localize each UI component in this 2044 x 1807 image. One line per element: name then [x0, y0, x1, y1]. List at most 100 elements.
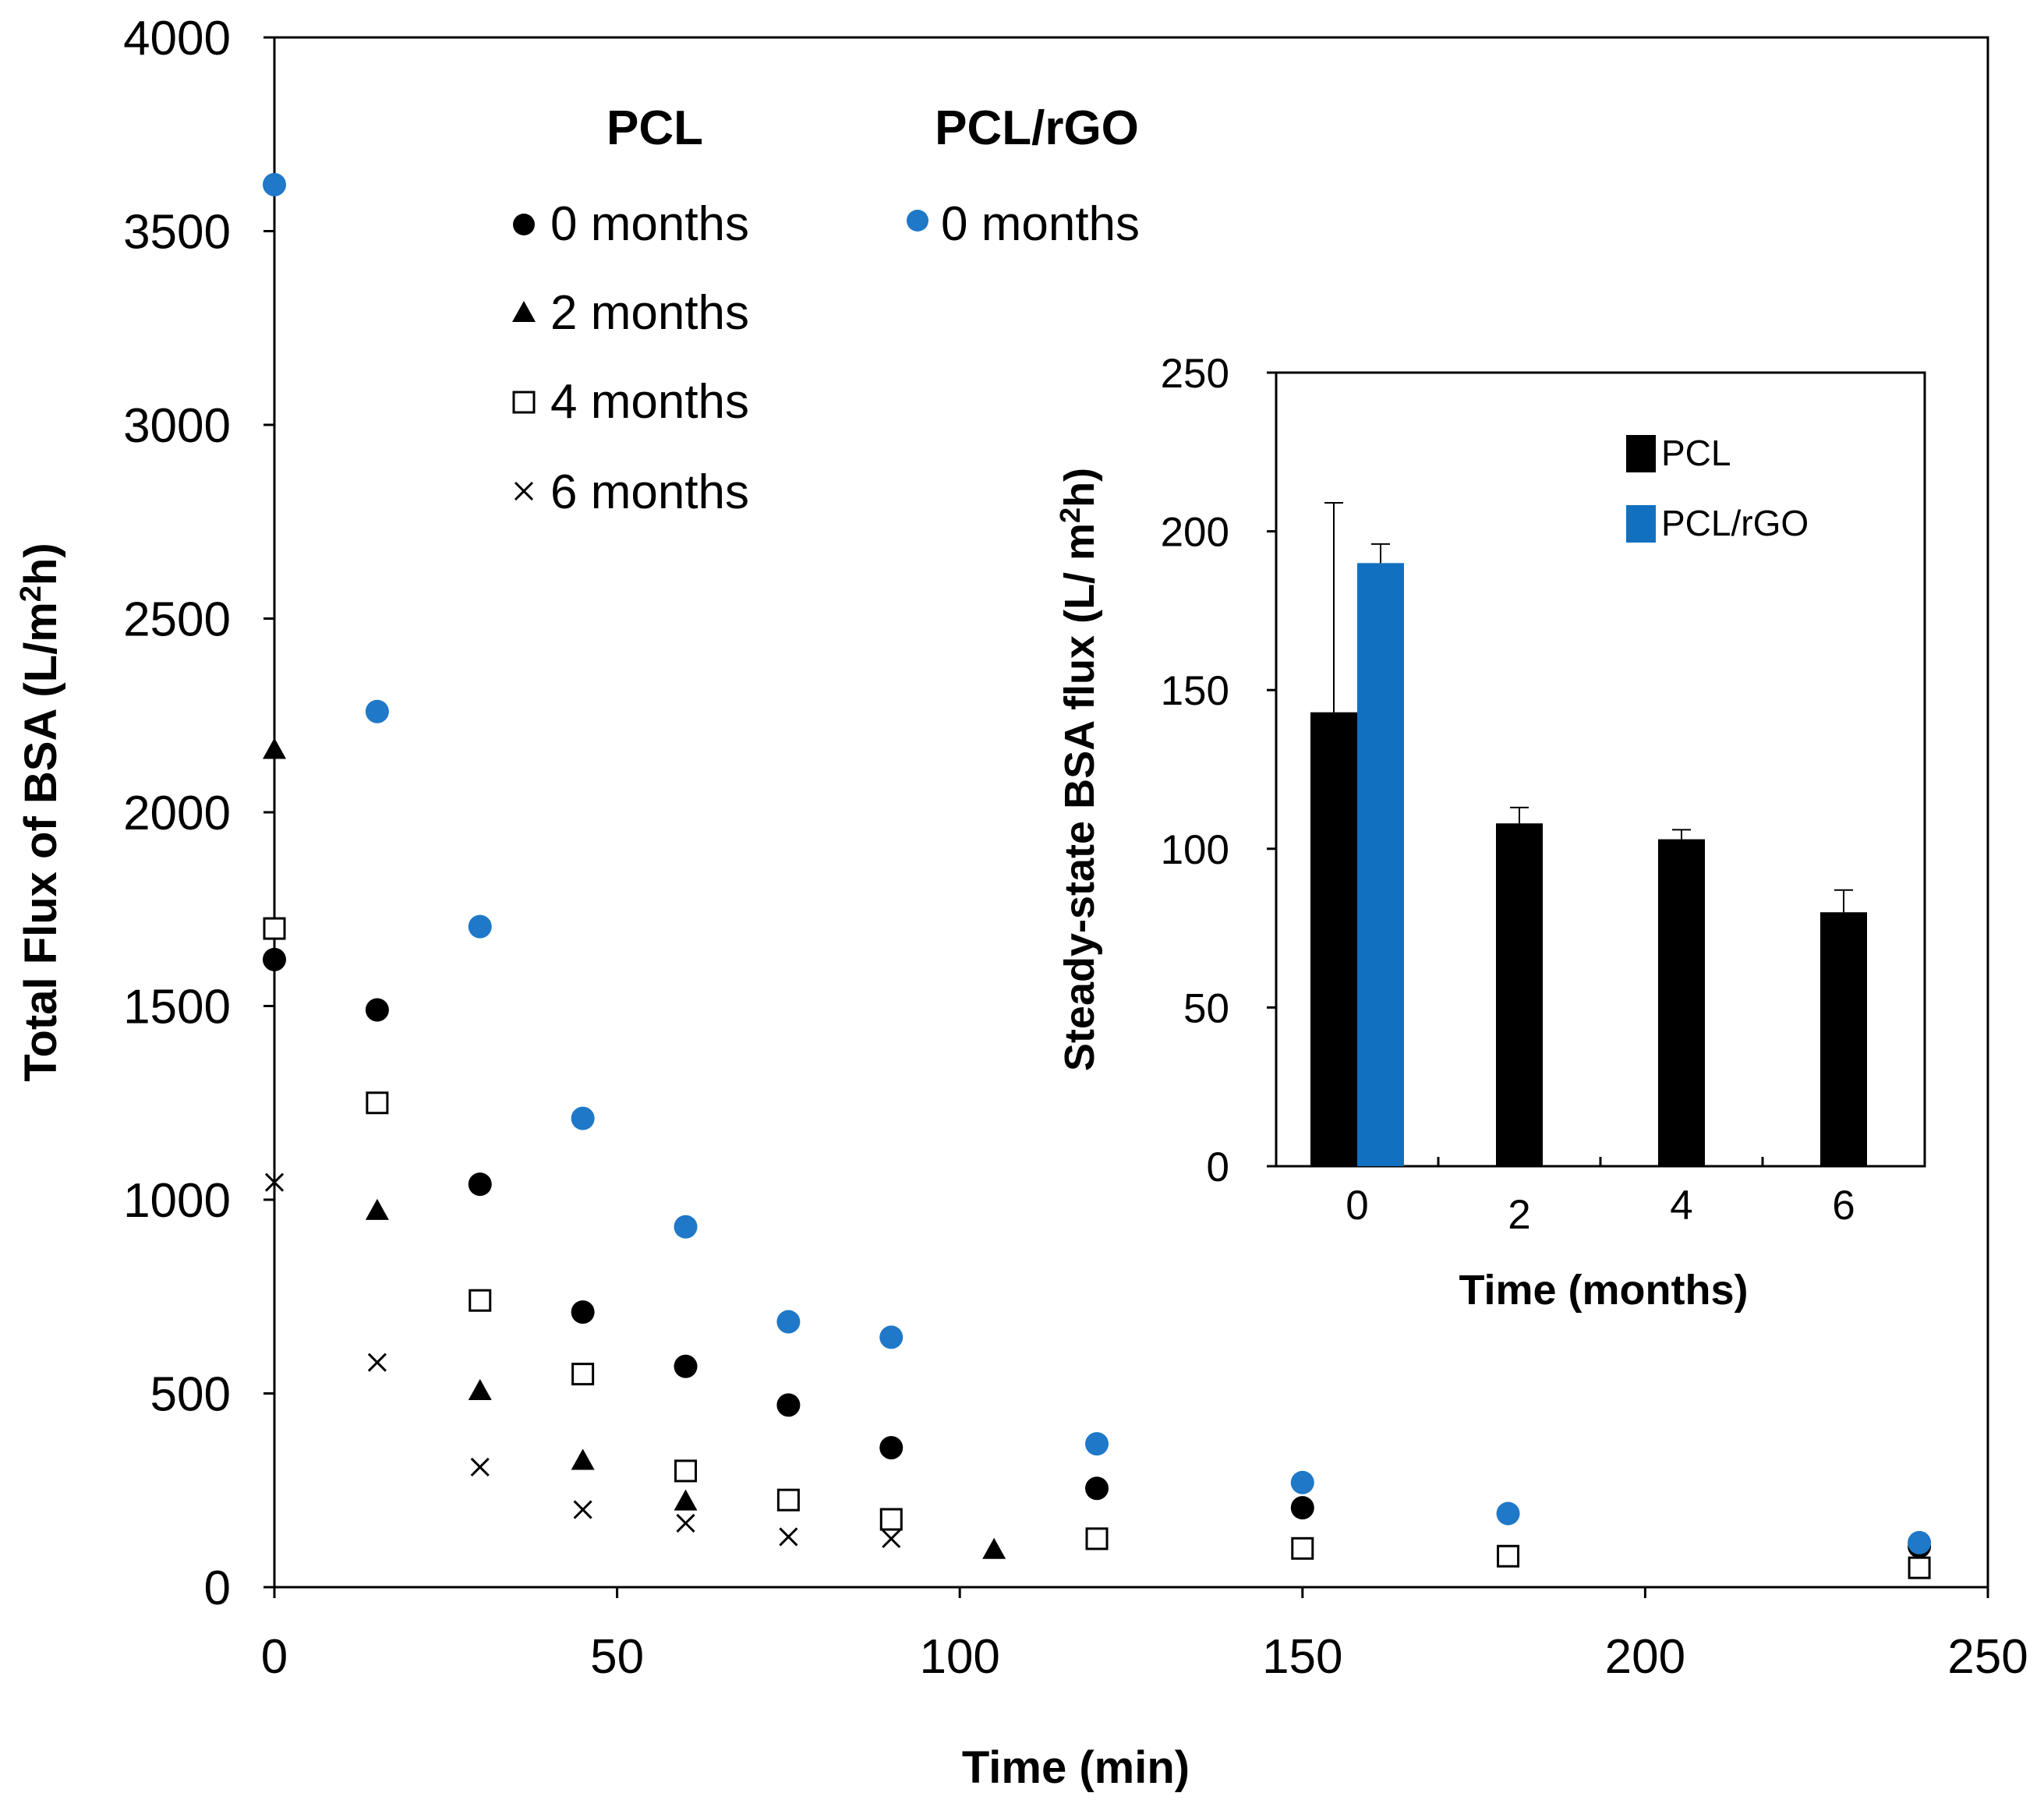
data-point-pcl2 — [263, 737, 286, 759]
main-y-tick-label: 1000 — [123, 1174, 231, 1228]
data-point-pcl2 — [365, 1198, 389, 1220]
data-point-rgo0 — [263, 172, 286, 196]
bar-pcl-rgo-0-months — [1357, 563, 1404, 1166]
legend: PCL PCL/rGO 0 months 2 months 4 months 6… — [512, 101, 1140, 519]
main-x-tick-label: 0 — [261, 1630, 288, 1684]
inset-y-tick-label: 150 — [1161, 668, 1229, 714]
data-point-rgo0 — [571, 1106, 595, 1130]
main-x-axis-title: Time (min) — [962, 1742, 1190, 1793]
series-pcl2 — [263, 737, 1006, 1559]
inset-y-tick-label: 50 — [1183, 985, 1229, 1031]
data-point-pcl4 — [1291, 1536, 1314, 1560]
inset-bars — [1310, 501, 1867, 1166]
data-point-pcl0 — [571, 1300, 595, 1324]
data-point-pcl6 — [882, 1529, 901, 1548]
main-y-tick-label: 500 — [150, 1368, 231, 1422]
data-point-rgo0 — [674, 1215, 698, 1239]
main-x-tick-label: 150 — [1262, 1630, 1342, 1684]
data-point-rgo0 — [776, 1310, 801, 1334]
main-y-tick-label: 1500 — [123, 981, 231, 1034]
inset-y-tick-label: 200 — [1161, 510, 1229, 556]
main-y-tick-label: 2500 — [123, 593, 231, 647]
inset-legend-swatch-pcl — [1626, 435, 1656, 472]
data-point-pcl0 — [468, 1172, 492, 1197]
data-point-pcl4 — [776, 1488, 800, 1512]
inset-y-tick-label: 250 — [1161, 351, 1229, 397]
legend-marker-pcl-0-months — [513, 214, 535, 235]
legend-header-pcl-rgo: PCL/rGO — [935, 101, 1139, 155]
error-bar-pcl-rgo-0-months — [1371, 543, 1390, 564]
main-y-tick-label: 4000 — [123, 12, 231, 65]
legend-marker-pcl-rgo-0-months — [907, 210, 928, 232]
data-point-pcl0 — [674, 1354, 698, 1378]
data-point-pcl4 — [879, 1508, 903, 1531]
error-bar-pcl-0-months — [1324, 501, 1343, 713]
main-y-tick-label: 3000 — [123, 399, 231, 453]
data-point-pcl0 — [879, 1436, 904, 1460]
data-point-pcl2 — [571, 1448, 595, 1470]
inset-legend-label-pcl: PCL — [1661, 433, 1731, 473]
data-point-rgo0 — [1085, 1432, 1109, 1456]
data-point-pcl4 — [571, 1363, 595, 1386]
data-point-rgo0 — [468, 914, 492, 939]
data-point-pcl0 — [776, 1393, 801, 1417]
data-point-pcl0 — [263, 947, 286, 971]
bar-pcl-0-months — [1310, 712, 1357, 1166]
legend-label-pcl-6-months: 6 months — [550, 465, 749, 519]
data-point-pcl4 — [1085, 1527, 1109, 1551]
inset-x-tick-label: 4 — [1670, 1183, 1692, 1229]
main-y-tick-label: 2000 — [123, 787, 231, 840]
bar-pcl-2-months — [1496, 823, 1543, 1166]
bar-pcl-6-months — [1820, 912, 1867, 1166]
main-x-tick-label: 100 — [919, 1630, 999, 1684]
inset-y-tick-label: 0 — [1207, 1144, 1229, 1190]
inset-y-axis-title: Steady-state BSA flux (L/ m2h) — [1054, 468, 1103, 1071]
data-point-pcl4 — [1497, 1544, 1520, 1568]
data-point-rgo0 — [879, 1325, 904, 1349]
data-point-pcl4 — [366, 1091, 389, 1115]
data-point-pcl4 — [1908, 1556, 1931, 1579]
inset-legend-swatch-pcl-rgo — [1626, 505, 1656, 543]
main-x-tick-label: 250 — [1947, 1630, 2028, 1684]
legend-label-pcl-0-months: 0 months — [550, 197, 749, 251]
error-bar-pcl-2-months — [1510, 806, 1529, 824]
bar-pcl-4-months — [1658, 839, 1705, 1166]
data-point-pcl0 — [1085, 1476, 1109, 1501]
legend-marker-pcl-4-months — [512, 391, 536, 414]
legend-marker-pcl-6-months — [514, 481, 534, 501]
data-point-rgo0 — [1496, 1501, 1520, 1526]
main-y-tick-label: 0 — [204, 1561, 231, 1615]
data-point-pcl4 — [674, 1459, 698, 1483]
series-pcl4 — [263, 917, 1931, 1579]
inset-axis-ticks: 0 50 100 150 200 250 0 2 4 6 — [1161, 351, 1855, 1238]
data-point-rgo0 — [365, 699, 389, 723]
legend-label-pcl-4-months: 4 months — [550, 375, 749, 429]
data-point-pcl0 — [1290, 1496, 1314, 1520]
inset-x-axis-title: Time (months) — [1459, 1267, 1748, 1314]
data-point-pcl6 — [367, 1353, 387, 1372]
data-point-pcl4 — [469, 1289, 492, 1312]
inset-y-tick-label: 100 — [1161, 827, 1229, 873]
inset-x-tick-label: 6 — [1832, 1183, 1855, 1229]
data-point-pcl2 — [982, 1537, 1006, 1559]
inset-legend-label-pcl-rgo: PCL/rGO — [1661, 503, 1809, 543]
main-x-tick-label: 50 — [590, 1630, 644, 1684]
legend-label-pcl-2-months: 2 months — [550, 286, 749, 340]
error-bar-pcl-4-months — [1672, 829, 1691, 840]
inset-legend: PCL PCL/rGO — [1626, 433, 1809, 543]
data-point-pcl2 — [468, 1379, 492, 1401]
main-x-tick-label: 200 — [1605, 1630, 1685, 1684]
main-y-tick-label: 3500 — [123, 206, 231, 260]
series-pcl0 — [263, 947, 1932, 1558]
data-point-pcl6 — [264, 1172, 285, 1192]
error-bar-pcl-6-months — [1834, 889, 1853, 913]
legend-marker-pcl-2-months — [512, 301, 536, 322]
legend-label-pcl-rgo-0-months: 0 months — [941, 197, 1140, 251]
data-point-pcl4 — [263, 917, 286, 940]
data-point-pcl2 — [674, 1489, 698, 1511]
series-rgo0 — [263, 172, 1932, 1554]
legend-header-pcl: PCL — [606, 101, 703, 155]
